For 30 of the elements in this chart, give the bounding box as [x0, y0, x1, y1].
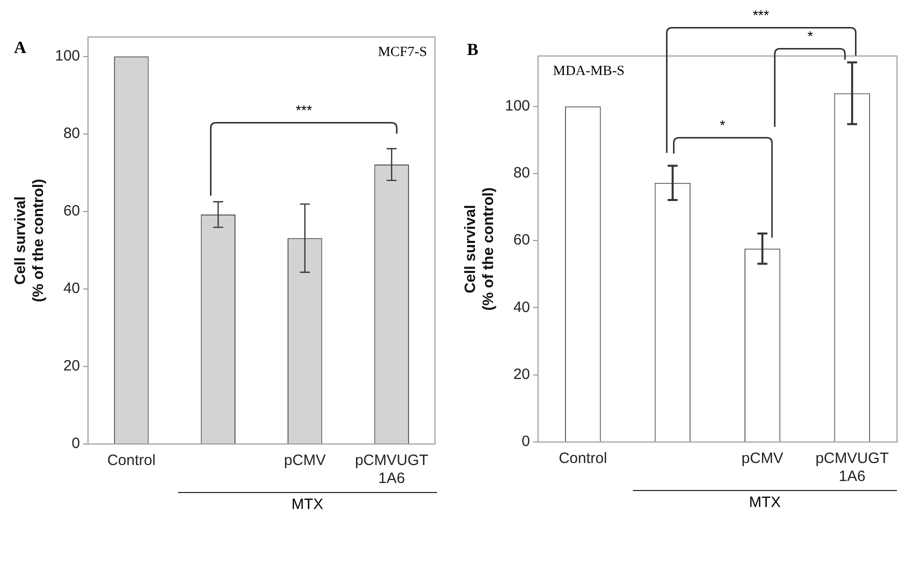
chart-title: A [14, 38, 26, 58]
y-tick-label: 80 [63, 125, 80, 142]
y-tick-label: 20 [513, 366, 530, 384]
annotation: MCF7-S [378, 45, 427, 61]
y-tick-label: 20 [63, 358, 80, 375]
x-tick-label: pCMVUGT 1A6 [815, 450, 889, 486]
annotation: * [720, 116, 726, 133]
y-tick-label: 60 [63, 202, 80, 220]
y-axis-title: Cell survival (% of the control) [462, 187, 498, 311]
text: *** [752, 7, 770, 24]
x-tick-label: pCMV [742, 450, 784, 468]
chart-title: B [467, 40, 478, 60]
text: MTX [749, 494, 781, 511]
y-tick-label: 80 [513, 164, 530, 182]
x-tick-label: pCMVUGT 1A6 [354, 452, 428, 488]
x-tick-label: pCMV [284, 452, 326, 470]
y-tick-label: 100 [54, 48, 80, 65]
y-axis-title: Cell survival (% of the control) [12, 178, 48, 302]
text: MTX [292, 496, 324, 513]
annotation: MDA-MB-S [553, 64, 625, 80]
y-tick-label: 0 [522, 433, 530, 450]
y-tick-label: 60 [513, 232, 530, 249]
text: * [808, 28, 813, 44]
y-tick-label: 40 [63, 280, 80, 298]
x-tick-label: Control [558, 450, 608, 468]
y-tick-label: 100 [504, 97, 530, 114]
annotation: *** [296, 102, 312, 118]
y-tick-label: 40 [513, 298, 530, 316]
x-tick-label: Control [107, 452, 156, 470]
y-tick-label: 0 [72, 435, 80, 452]
